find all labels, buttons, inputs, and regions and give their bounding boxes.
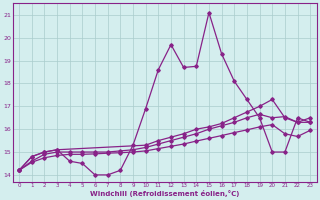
X-axis label: Windchill (Refroidissement éolien,°C): Windchill (Refroidissement éolien,°C) [90,190,239,197]
